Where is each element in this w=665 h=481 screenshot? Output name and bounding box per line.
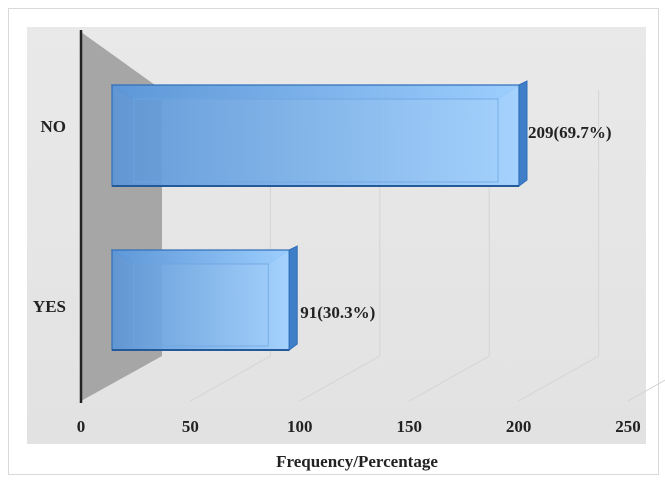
bar-side-face — [288, 245, 298, 351]
category-labels: NO YES — [33, 117, 66, 316]
bar-front-face — [111, 84, 520, 187]
gridline-floor — [408, 355, 490, 402]
x-tick-label: 250 — [615, 417, 641, 436]
bar-inner-edge — [133, 263, 269, 347]
data-labels: 209(69.7%) 91(30.3%) — [300, 123, 611, 322]
gridline-floor — [190, 355, 271, 402]
gridline-floor — [627, 379, 665, 402]
x-tick-label: 0 — [77, 417, 86, 436]
bar — [110, 80, 528, 187]
x-tick-labels: 0 50 100 150 200 250 — [77, 417, 641, 436]
x-tick-label: 150 — [396, 417, 422, 436]
bar-inner-edge — [133, 98, 499, 183]
x-axis-label: Frequency/Percentage — [276, 452, 438, 471]
bars — [110, 80, 528, 351]
x-tick-label: 200 — [506, 417, 532, 436]
x-tick-label: 100 — [287, 417, 313, 436]
gridline-floor — [518, 355, 599, 402]
bar — [110, 245, 298, 351]
x-tick-label: 50 — [182, 417, 199, 436]
bar-side-face — [518, 80, 528, 187]
data-label: 91(30.3%) — [300, 303, 375, 322]
category-label: YES — [33, 297, 66, 316]
bar-front-face — [111, 249, 290, 351]
gridline-floor — [299, 355, 381, 402]
data-label: 209(69.7%) — [528, 123, 612, 142]
category-label: NO — [41, 117, 67, 136]
